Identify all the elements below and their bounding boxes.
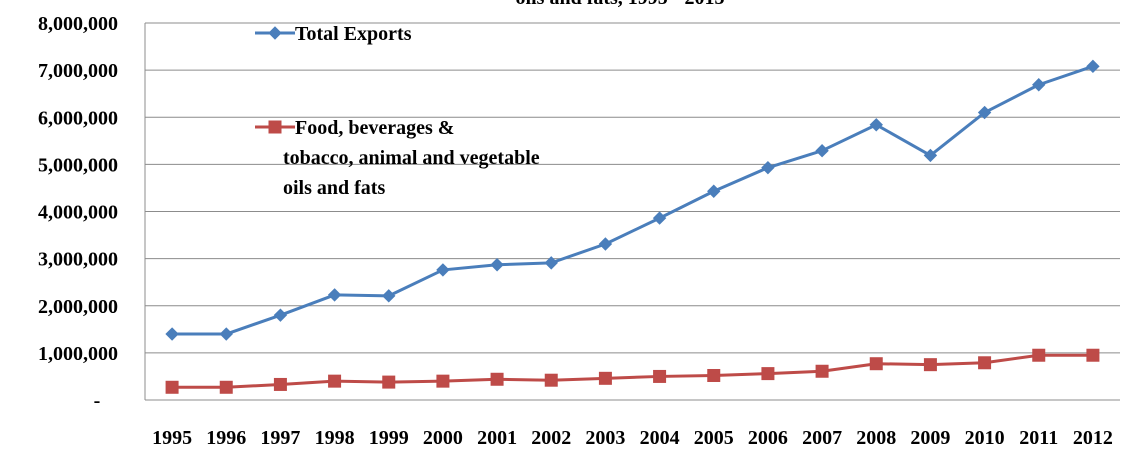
y-tick-label: 2,000,000 (38, 296, 118, 318)
legend-label: tobacco, animal and vegetable (283, 147, 540, 169)
data-point (436, 263, 450, 277)
data-point (923, 148, 938, 163)
legend-label: Food, beverages & (295, 117, 454, 139)
x-tick-label: 2012 (1073, 427, 1113, 449)
data-point (653, 369, 667, 383)
data-point (1032, 348, 1046, 362)
legend-marker (268, 120, 282, 134)
x-tick-label: 2005 (694, 427, 734, 449)
data-point (544, 256, 558, 270)
data-point (327, 288, 342, 302)
x-tick-label: 1999 (369, 427, 409, 449)
x-tick-label: 2009 (910, 427, 950, 449)
data-point (652, 211, 667, 225)
title-layer: oils and fats, 1995 - 2013 (516, 0, 725, 9)
data-point (382, 375, 396, 389)
x-tick-label: 2008 (856, 427, 896, 449)
x-tick-label: 2000 (423, 427, 463, 449)
data-point (815, 364, 829, 378)
data-point (707, 184, 721, 198)
series-line (172, 64, 1094, 336)
data-point (219, 327, 233, 341)
data-point (707, 368, 721, 382)
y-tick-label: 4,000,000 (38, 202, 118, 224)
data-point (1086, 59, 1100, 74)
data-point (869, 118, 883, 132)
x-tick-label: 2001 (477, 427, 517, 449)
data-point (1086, 348, 1100, 362)
y-tick-label: 1,000,000 (38, 343, 118, 365)
data-point (815, 144, 829, 158)
data-point (165, 327, 179, 341)
legend-marker (268, 26, 282, 40)
x-tick-label: 2007 (802, 427, 842, 449)
data-point (490, 372, 504, 386)
legend-item: Total Exports (255, 23, 412, 45)
data-point (598, 237, 613, 251)
x-tick-label: 2006 (748, 427, 788, 449)
x-tick-label: 2010 (965, 427, 1005, 449)
data-point (328, 374, 342, 388)
series-0 (165, 59, 1100, 341)
x-tick-label: 1996 (206, 427, 246, 449)
data-point (382, 289, 396, 303)
x-tick-label: 1998 (315, 427, 355, 449)
y-tick-label: 3,000,000 (38, 249, 118, 271)
legend-label: oils and fats (283, 177, 385, 199)
data-point (978, 356, 992, 370)
data-point (869, 357, 883, 371)
legend-label: Total Exports (295, 23, 412, 45)
data-point (165, 380, 179, 394)
y-tick-label: 8,000,000 (38, 13, 118, 35)
chart-title: oils and fats, 1995 - 2013 (516, 0, 725, 9)
data-point (1032, 78, 1046, 92)
x-tick-label: 2003 (585, 427, 625, 449)
data-point (598, 371, 612, 385)
data-point (544, 373, 558, 387)
data-point (219, 380, 233, 394)
y-tick-label: 5,000,000 (38, 154, 118, 176)
legend-item: Food, beverages & tobacco, animal and veg… (255, 117, 540, 199)
data-point (273, 377, 287, 391)
series-line (172, 353, 1093, 389)
y-tick-label: - (94, 390, 101, 412)
x-tick-label: 2002 (531, 427, 571, 449)
axis-layer: - 1,000,000 2,000,000 3,000,000 4,000,000 5,0… (38, 13, 1120, 449)
legend: Total Exports Food, beverages & tobacco, a… (255, 23, 540, 199)
x-tick-label: 1995 (152, 427, 192, 449)
series-1 (165, 348, 1100, 394)
data-point (977, 105, 992, 120)
x-tick-label: 1997 (260, 427, 300, 449)
data-point (761, 160, 775, 175)
data-point (761, 367, 775, 381)
data-point (273, 308, 288, 322)
data-point (490, 258, 504, 272)
y-tick-label: 6,000,000 (38, 107, 118, 129)
x-tick-label: 2011 (1019, 427, 1058, 449)
data-point (923, 358, 937, 372)
x-tick-label: 2004 (640, 427, 680, 449)
series-layer (165, 59, 1100, 394)
data-point (436, 374, 450, 388)
y-tick-label: 7,000,000 (38, 60, 118, 82)
